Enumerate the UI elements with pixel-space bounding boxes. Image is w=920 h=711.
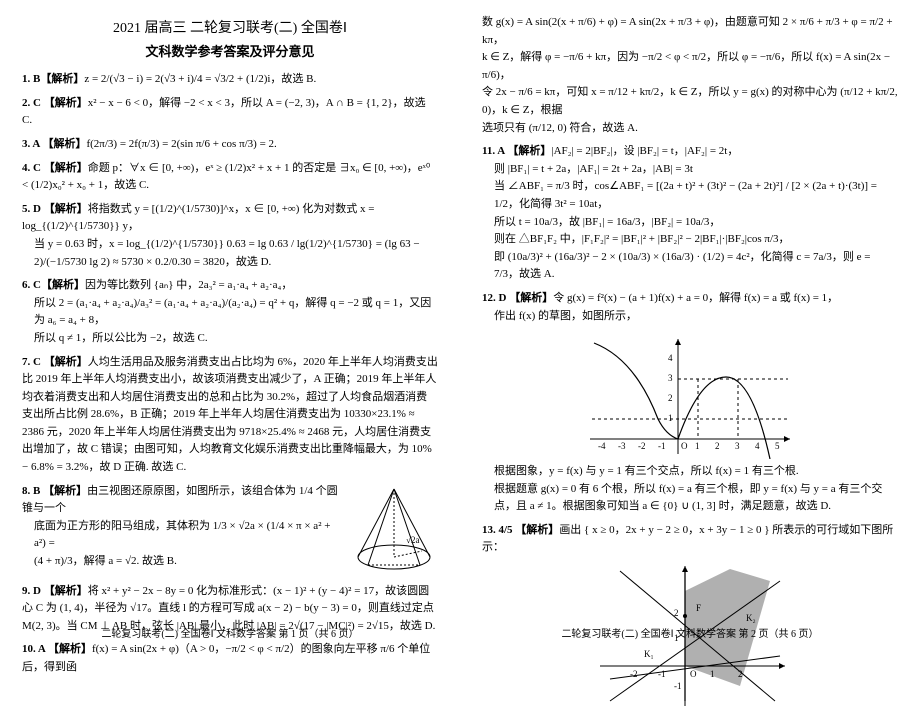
answer-4-label: 4. C 【解析】 [22, 162, 88, 174]
answer-12-line1: 令 g(x) = f²(x) − (a + 1)f(x) + a = 0，解得 … [553, 292, 838, 304]
svg-text:-2: -2 [638, 441, 646, 451]
answer-11-line1: |AF₂| = 2|BF₂|，设 |BF₂| = t，|AF₂| = 2t， [551, 145, 738, 157]
answer-5: 5. D 【解析】将指数式 y = [(1/2)^(1/5730)]^x，x ∈… [22, 201, 438, 271]
answer-1-text: z = 2/(√3 − i) = 2(√3 + i)/4 = √3/2 + (1… [84, 73, 316, 85]
svg-text:-1: -1 [674, 681, 682, 691]
answer-5-line2: 当 y = 0.63 时，x = log_{(1/2)^{1/5730}} 0.… [22, 236, 438, 271]
page-2: 数 g(x) = A sin(2(x + π/6) + φ) = A sin(2… [460, 0, 920, 651]
page-2-footer: 二轮复习联考(二) 全国卷Ⅰ 文科数学答案 第 2 页（共 6 页） [460, 627, 920, 643]
answer-12-line2: 作出 f(x) 的草图，如图所示， [482, 308, 898, 326]
svg-text:1: 1 [668, 413, 673, 423]
page-1: 2021 届高三 二轮复习联考(二) 全国卷Ⅰ 文科数学参考答案及评分意见 1.… [0, 0, 460, 651]
exam-title: 2021 届高三 二轮复习联考(二) 全国卷Ⅰ [22, 18, 438, 40]
figure-cone-label: √2a [406, 535, 419, 545]
answer-1: 1. B【解析】z = 2/(√3 − i) = 2(√3 + i)/4 = √… [22, 71, 438, 89]
answer-12-line4: 根据题意 g(x) = 0 有 6 个根，所以 f(x) = a 有三个根，即 … [482, 481, 898, 516]
answer-13: 13. 4/5 【解析】画出 { x ≥ 0，2x + y − 2 ≥ 0，x … [482, 522, 898, 711]
svg-text:O: O [681, 441, 688, 451]
answer-10-line5: 选项只有 (π/12, 0) 符合，故选 A. [482, 120, 898, 138]
answer-10-line4: 令 2x − π/6 = kπ，可知 x = π/12 + kπ/2，k ∈ Z… [482, 84, 898, 119]
svg-text:-2: -2 [630, 669, 638, 679]
answer-6-label: 6. C【解析】 [22, 279, 85, 291]
answer-12: 12. D 【解析】令 g(x) = f²(x) − (a + 1)f(x) +… [482, 290, 898, 516]
svg-text:-1: -1 [658, 669, 666, 679]
answer-4: 4. C 【解析】命题 p：∀x ∈ [0, +∞)，eˣ ≥ (1/2)x² … [22, 160, 438, 195]
figure-cone: √2a [350, 483, 438, 573]
answer-6-line2: 所以 2 = (a₁·a₄ + a₂·a₄)/a₃² = (a₁·a₄ + a₂… [22, 295, 438, 330]
answer-13-label: 13. 4/5 【解析】 [482, 524, 559, 536]
answer-11-line6: 即 (10a/3)² + (16a/3)² − 2 × (10a/3) × (1… [482, 249, 898, 284]
answer-6: 6. C【解析】因为等比数列 {aₙ} 中，2a₃² = a₁·a₄ + a₂·… [22, 277, 438, 347]
label-F: F [696, 603, 701, 613]
svg-text:3: 3 [735, 441, 740, 451]
answer-8: √2a 8. B 【解析】由三视图还原原图，如图所示，该组合体为 1/4 个圆锥… [22, 483, 438, 577]
answer-11: 11. A 【解析】|AF₂| = 2|BF₂|，设 |BF₂| = t，|AF… [482, 143, 898, 284]
svg-text:5: 5 [775, 441, 780, 451]
svg-text:4: 4 [668, 353, 673, 363]
page-1-footer: 二轮复习联考(二) 全国卷Ⅰ 文科数学答案 第 1 页（共 6 页） [0, 627, 460, 643]
answer-7-text: 人均生活用品及服务消费支出占比均为 6%，2020 年上半年人均消费支出比 20… [22, 356, 438, 474]
svg-text:O: O [690, 669, 697, 679]
answer-6-line1: 因为等比数列 {aₙ} 中，2a₃² = a₁·a₄ + a₂·a₄， [85, 279, 292, 291]
answer-2-label: 2. C 【解析】 [22, 97, 88, 109]
answer-6-line3: 所以 q ≠ 1，所以公比为 −2，故选 C. [22, 330, 438, 348]
answer-11-line4: 所以 t = 10a/3，故 |BF₁| = 16a/3，|BF₂| = 10a… [482, 214, 898, 232]
label-K2: K₂ [746, 613, 756, 623]
svg-text:3: 3 [668, 373, 673, 383]
answer-12-label: 12. D 【解析】 [482, 292, 553, 304]
svg-text:4: 4 [755, 441, 760, 451]
svg-text:2: 2 [668, 393, 673, 403]
answer-8-label: 8. B 【解析】 [22, 485, 87, 497]
answer-11-label: 11. A 【解析】 [482, 145, 551, 157]
answer-10-label: 10. A 【解析】 [22, 643, 92, 655]
answer-11-line2: 则 |BF₁| = t + 2a，|AF₁| = 2t + 2a，|AB| = … [482, 161, 898, 179]
svg-text:-3: -3 [618, 441, 626, 451]
answer-3-text: f(2π/3) = 2f(π/3) = 2(sin π/6 + cos π/3)… [86, 138, 276, 150]
doc-subtitle: 文科数学参考答案及评分意见 [22, 42, 438, 63]
answer-1-label: 1. B【解析】 [22, 73, 84, 85]
answer-10-cont: 数 g(x) = A sin(2(x + π/6) + φ) = A sin(2… [482, 14, 898, 137]
svg-text:1: 1 [710, 669, 715, 679]
svg-text:1: 1 [695, 441, 700, 451]
answer-10: 10. A 【解析】f(x) = A sin(2x + φ)（A > 0，−π/… [22, 641, 438, 676]
answer-2: 2. C 【解析】x² − x − 6 < 0，解得 −2 < x < 3，所以… [22, 95, 438, 130]
answer-10-line2: 数 g(x) = A sin(2(x + π/6) + φ) = A sin(2… [482, 14, 898, 49]
figure-graph-fx: -4 -3 -2 -1 1 2 3 4 5 1 2 3 4 O [580, 329, 800, 459]
answer-11-line5: 则在 △BF₁F₂ 中，|F₁F₂|² = |BF₁|² + |BF₂|² − … [482, 231, 898, 249]
answer-3-label: 3. A 【解析】 [22, 138, 86, 150]
answer-11-line3: 当 ∠ABF₁ = π/3 时，cos∠ABF₁ = [(2a + t)² + … [482, 178, 898, 213]
answer-5-label: 5. D 【解析】 [22, 203, 88, 215]
answer-12-line3: 根据图象，y = f(x) 与 y = 1 有三个交点，所以 f(x) = 1 … [482, 463, 898, 481]
svg-text:-1: -1 [658, 441, 666, 451]
answer-3: 3. A 【解析】f(2π/3) = 2f(π/3) = 2(sin π/6 +… [22, 136, 438, 154]
answer-9-label: 9. D 【解析】 [22, 585, 88, 597]
svg-text:-4: -4 [598, 441, 606, 451]
sheet: 2021 届高三 二轮复习联考(二) 全国卷Ⅰ 文科数学参考答案及评分意见 1.… [0, 0, 920, 651]
answer-7-label: 7. C 【解析】 [22, 356, 88, 368]
answer-10-line3: k ∈ Z，解得 φ = −π/6 + kπ，因为 −π/2 < φ < π/2… [482, 49, 898, 84]
svg-text:2: 2 [715, 441, 720, 451]
answer-7: 7. C 【解析】人均生活用品及服务消费支出占比均为 6%，2020 年上半年人… [22, 354, 438, 477]
